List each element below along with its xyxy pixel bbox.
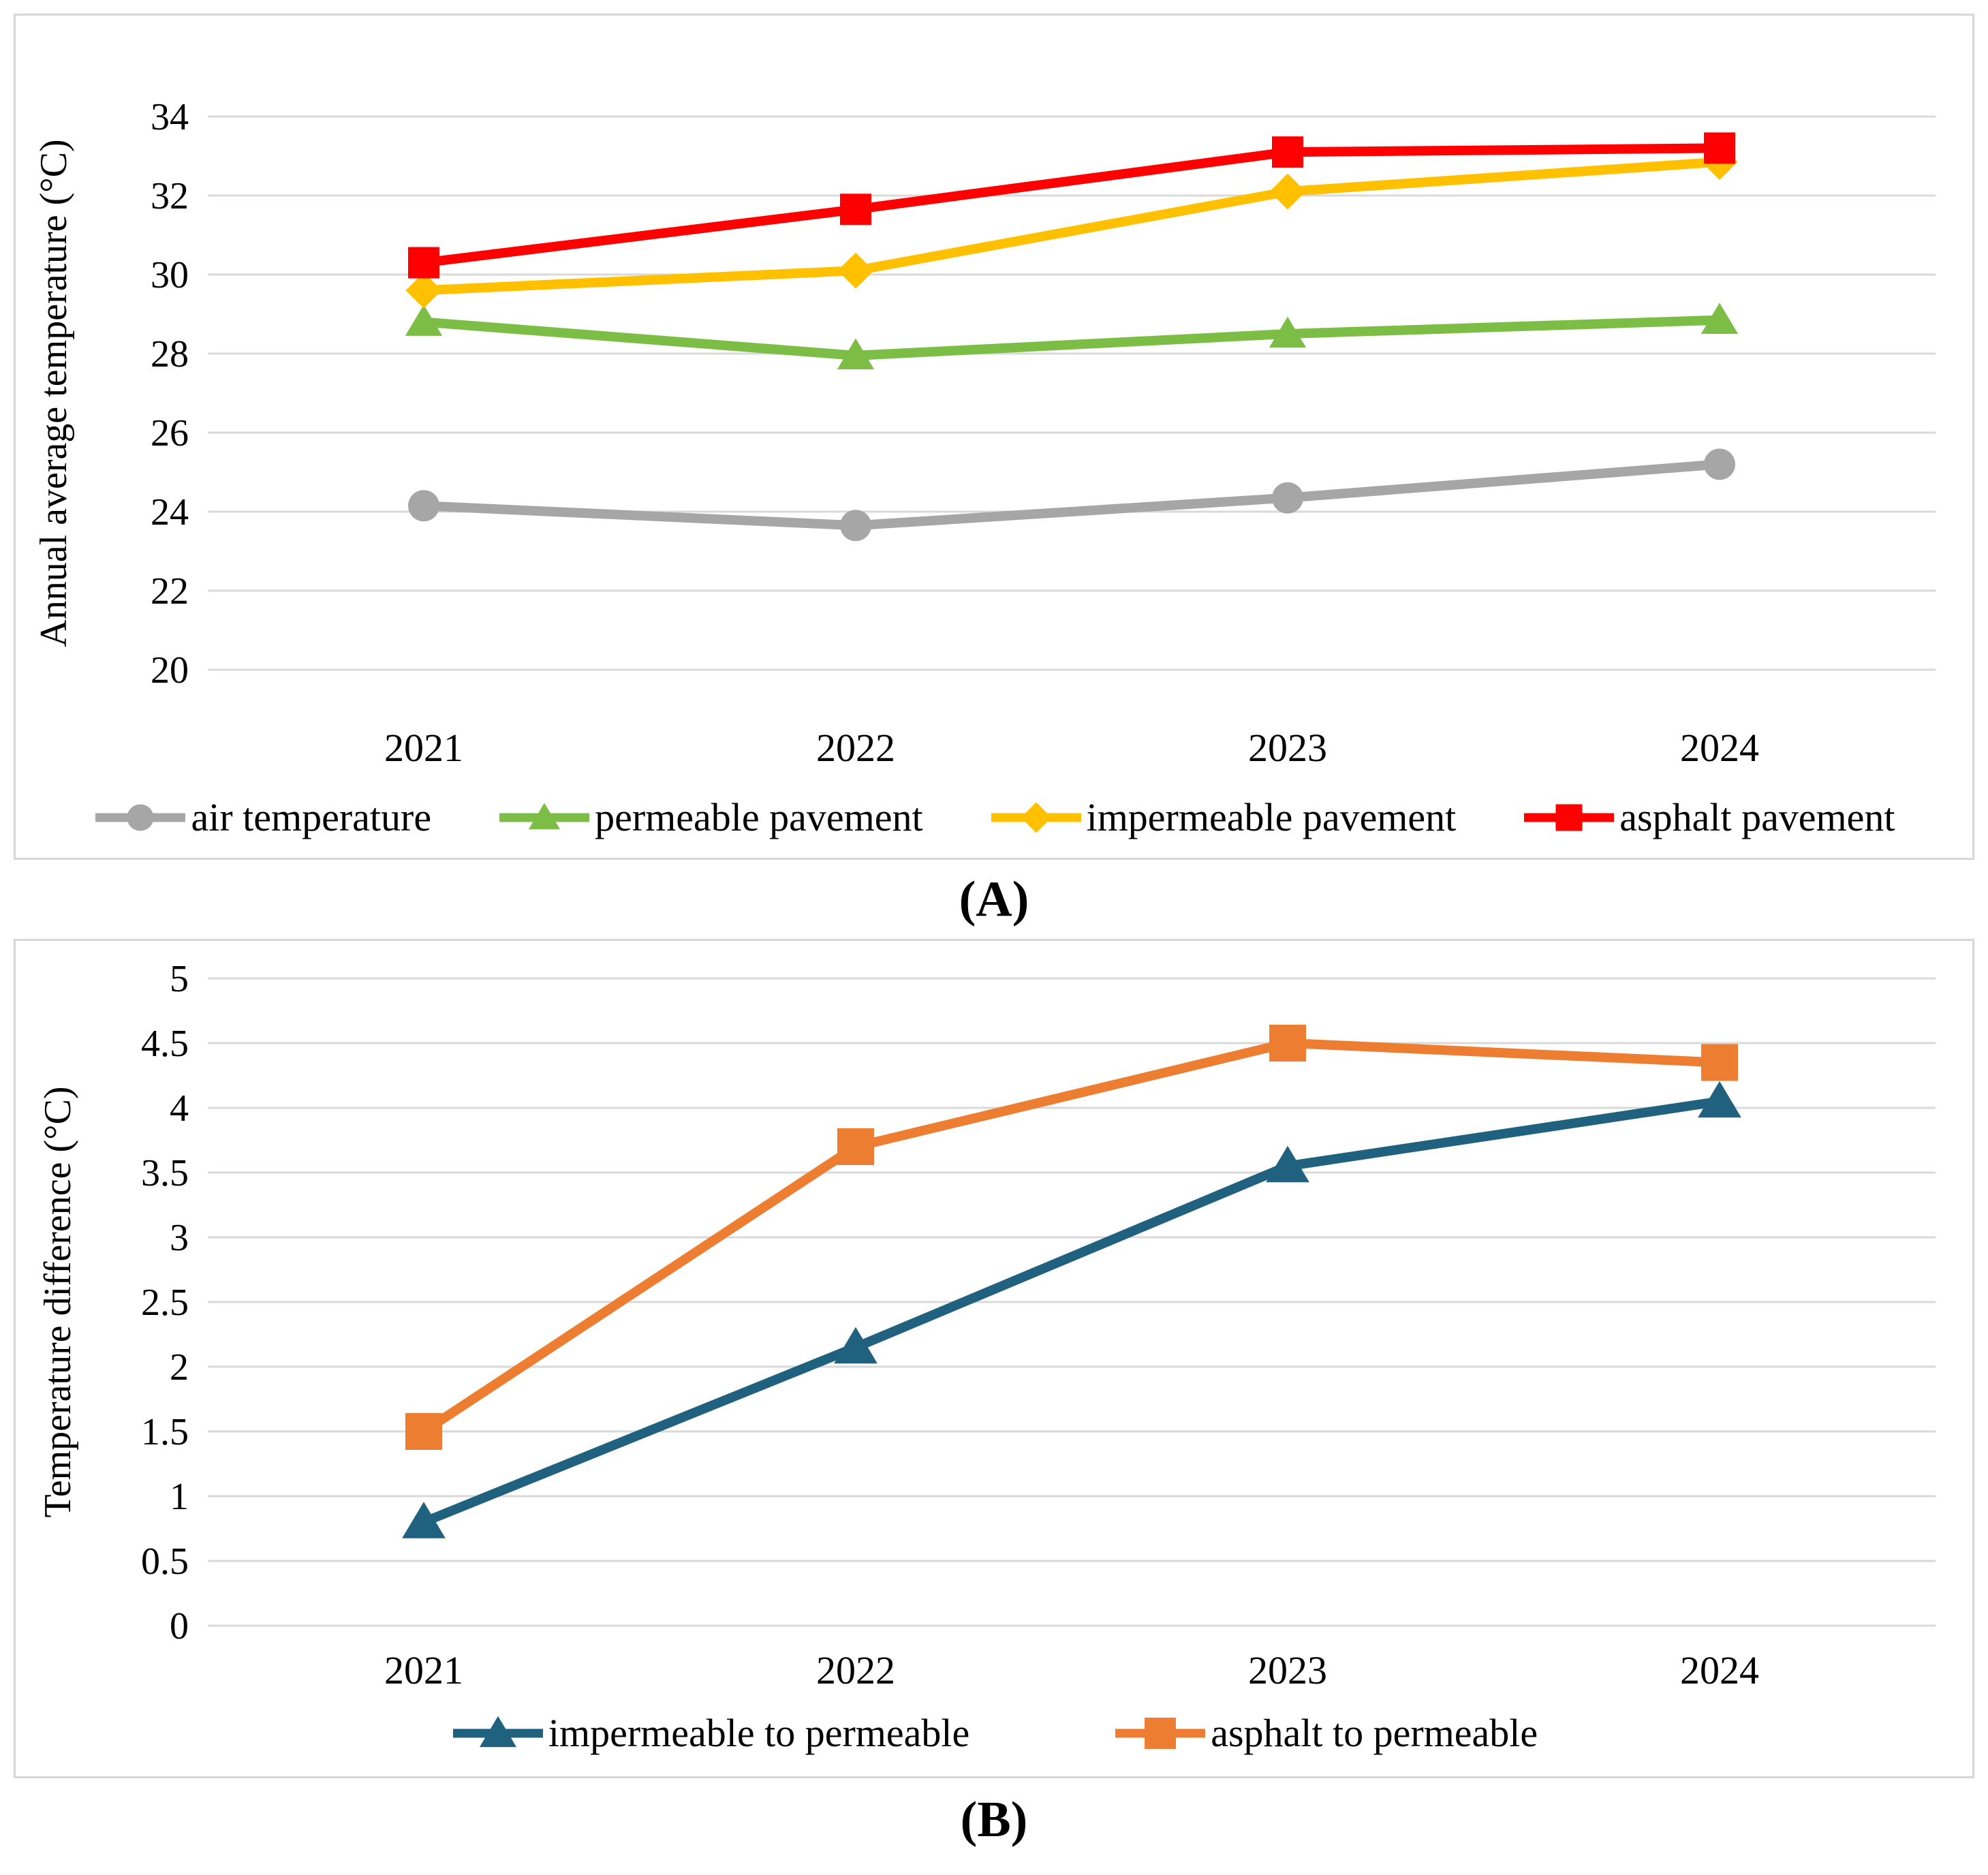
y-tick-label: 4.5 [141,1023,189,1065]
marker-asphalt-to-permeable [1701,1044,1738,1081]
square-legend-icon [1524,803,1615,831]
marker-asphalt-pavement [1272,136,1303,168]
y-tick-label: 0.5 [141,1540,189,1583]
caption-b: (B) [960,1791,1028,1848]
triangle-legend-icon [452,1716,543,1747]
chart-a-legend: air temperature permeable pavement imperme… [16,794,1972,840]
y-tick-label: 32 [151,175,189,217]
x-tick-label: 2024 [1680,1648,1759,1692]
legend-item-impermeable-to-permeable: impermeable to permeable [450,1710,969,1756]
marker-asphalt-to-permeable [405,1413,442,1450]
y-tick-label: 3.5 [141,1152,189,1194]
marker-air-temperature [408,490,439,522]
caption-a: (A) [959,871,1029,927]
y-axis-title: Annual average temperature (°C) [33,139,75,647]
legend-marker-impermeable-pavement [1021,802,1052,833]
x-tick-label: 2023 [1248,1648,1327,1692]
marker-air-temperature [840,510,871,542]
marker-impermeable-pavement [1269,173,1306,210]
series-line-permeable-pavement [423,315,1720,360]
x-tick-label: 2024 [1680,726,1759,770]
chart-b-panel: 5 4.5 4 3.5 3 2.5 2 1.5 1 0.5 0 Temperature differe… [14,939,1974,1778]
legend-label: permeable pavement [595,795,923,839]
legend-marker-asphalt-pavement [1555,803,1583,831]
x-tick-label: 2021 [384,726,463,770]
legend-item-asphalt-to-permeable: asphalt to permeable [1113,1710,1538,1756]
chart-b-plot: 5 4.5 4 3.5 3 2.5 2 1.5 1 0.5 0 Temperature differe… [37,958,1936,1692]
legend-label: impermeable to permeable [548,1711,970,1755]
marker-impermeable-to-permeable [402,1502,446,1538]
marker-asphalt-to-permeable [837,1128,874,1165]
marker-air-temperature [1272,482,1303,514]
x-tick-label: 2022 [816,726,895,770]
y-axis-title: Temperature difference (°C) [37,1086,79,1517]
legend-label: asphalt to permeable [1211,1711,1538,1755]
marker-impermeable-to-permeable [834,1327,877,1364]
y-tick-label: 22 [151,570,189,613]
legend-marker-permeable-pavement [529,802,561,829]
legend-item-asphalt-pavement: asphalt pavement [1521,794,1895,840]
marker-asphalt-pavement [1704,132,1735,164]
series-line-impermeable-pavement [423,157,1720,296]
diamond-legend-icon [991,802,1081,833]
marker-permeable-pavement [1700,303,1739,334]
marker-asphalt-to-permeable [1269,1025,1306,1062]
legend-marker-impermeable-to-permeable [479,1716,516,1747]
marker-asphalt-pavement [408,247,439,279]
y-tick-label: 5 [170,958,189,1000]
x-tick-label: 2023 [1248,726,1327,770]
y-tick-label: 4 [170,1087,189,1130]
legend-item-permeable-pavement: permeable pavement [497,794,923,840]
chart-b-legend: impermeable to permeable asphalt to perme… [16,1710,1972,1756]
y-tick-label: 26 [151,412,189,454]
legend-item-air-temperature: air temperature [93,794,431,840]
legend-marker-air-temperature [127,803,155,831]
marker-asphalt-pavement [840,193,871,226]
marker-impermeable-to-permeable [1266,1145,1309,1183]
legend-label: asphalt pavement [1619,795,1895,839]
marker-air-temperature [1704,448,1735,480]
series-line-air-temperature [423,459,1720,531]
legend-marker-asphalt-to-permeable [1145,1717,1177,1749]
marker-permeable-pavement [837,338,875,370]
y-tick-label: 0 [170,1605,189,1647]
figure: 34 32 30 28 26 24 22 20 Annual average temperatu… [0,14,1988,1875]
series-line-impermeable-to-permeable [422,1096,1721,1527]
marker-permeable-pavement [405,305,443,336]
legend-label: impermeable pavement [1086,795,1457,839]
triangle-legend-icon [499,802,590,829]
series-line-asphalt-pavement [423,143,1720,268]
legend-label: air temperature [191,795,432,839]
chart-a-panel: 34 32 30 28 26 24 22 20 Annual average temperatu… [14,14,1974,860]
y-tick-label: 20 [151,649,189,692]
marker-impermeable-pavement [405,272,442,309]
y-tick-label: 30 [151,254,189,296]
y-tick-label: 1.5 [141,1411,189,1453]
circle-legend-icon [95,803,186,831]
chart-a-plot: 34 32 30 28 26 24 22 20 Annual average temperatu… [33,96,1936,770]
y-tick-label: 3 [170,1217,189,1259]
square-legend-icon [1115,1717,1206,1749]
series-line-asphalt-to-permeable [421,1038,1720,1436]
y-tick-label: 2 [170,1346,189,1389]
legend-item-impermeable-pavement: impermeable pavement [989,794,1457,840]
y-tick-label: 2.5 [141,1282,189,1324]
x-tick-label: 2022 [816,1648,895,1692]
y-tick-label: 34 [151,96,189,138]
y-tick-label: 1 [170,1476,189,1518]
x-tick-label: 2021 [384,1648,463,1692]
marker-permeable-pavement [1269,316,1307,348]
marker-impermeable-pavement [837,252,874,289]
marker-impermeable-to-permeable [1698,1081,1741,1118]
y-tick-label: 24 [151,491,189,533]
y-tick-label: 28 [151,333,189,375]
